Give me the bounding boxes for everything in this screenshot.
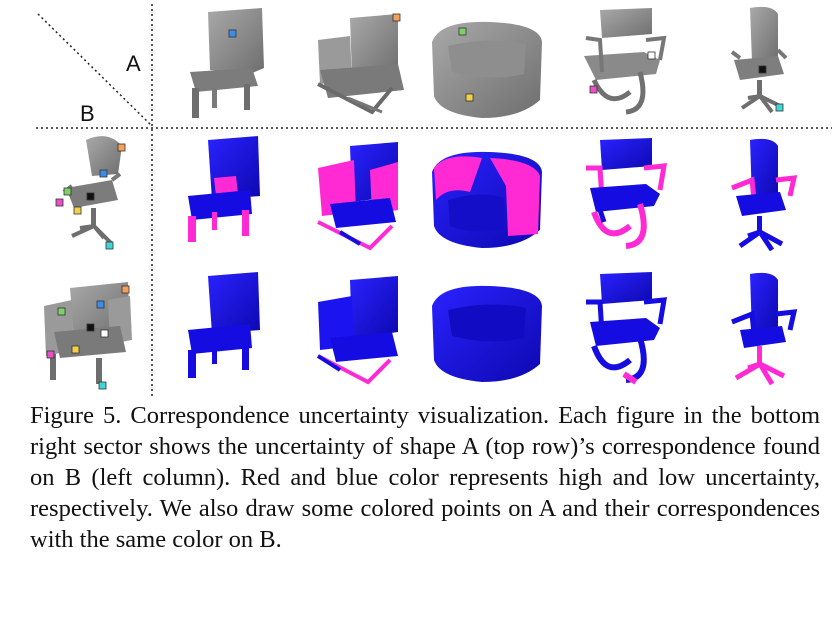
uncertainty-r2-c3 (432, 285, 542, 382)
shape-a-chair-1 (190, 8, 264, 118)
shape-b-chair-1 (55, 136, 126, 250)
shape-a-chair-2 (317, 13, 404, 115)
label-b: B (80, 101, 95, 126)
shape-a-chair-5 (730, 6, 788, 114)
marker-orange (392, 13, 401, 22)
marker-green (458, 27, 467, 36)
marker-blue (96, 300, 105, 309)
shape-a-chair-4 (584, 8, 667, 115)
marker-yellow (73, 206, 82, 215)
figure-5: A B (36, 4, 832, 398)
marker-black (86, 192, 95, 201)
label-a: A (126, 51, 141, 76)
marker-magenta (46, 350, 55, 359)
marker-white (647, 51, 656, 60)
marker-cyan (105, 241, 114, 250)
shape-a-chair-3 (432, 21, 542, 119)
marker-cyan (98, 381, 107, 390)
uncertainty-r1-c3 (432, 151, 542, 248)
marker-black (86, 323, 95, 332)
marker-white (100, 329, 109, 338)
marker-orange (121, 285, 130, 294)
marker-green (57, 307, 66, 316)
marker-green (63, 187, 72, 196)
marker-yellow (71, 345, 80, 354)
marker-magenta (55, 198, 64, 207)
marker-orange (117, 143, 126, 152)
marker-blue (228, 29, 237, 38)
uncertainty-r1-c4 (586, 138, 668, 249)
uncertainty-r1-c5 (731, 138, 798, 252)
uncertainty-r2-c2 (316, 276, 398, 385)
marker-yellow (465, 93, 474, 102)
marker-cyan (775, 103, 784, 112)
figure-canvas (36, 4, 832, 398)
marker-magenta (589, 85, 598, 94)
uncertainty-r2-c4 (586, 272, 668, 385)
uncertainty-r2-c5 (731, 272, 798, 386)
diagonal-divider (37, 13, 153, 127)
uncertainty-r2-c1 (188, 272, 260, 378)
uncertainty-r1-c1 (188, 136, 260, 242)
uncertainty-r1-c2 (317, 142, 398, 251)
shape-b-chair-2 (44, 282, 132, 390)
figure-caption: Figure 5. Correspondence uncertainty vis… (30, 402, 820, 553)
marker-blue (99, 169, 108, 178)
marker-black (758, 65, 767, 74)
